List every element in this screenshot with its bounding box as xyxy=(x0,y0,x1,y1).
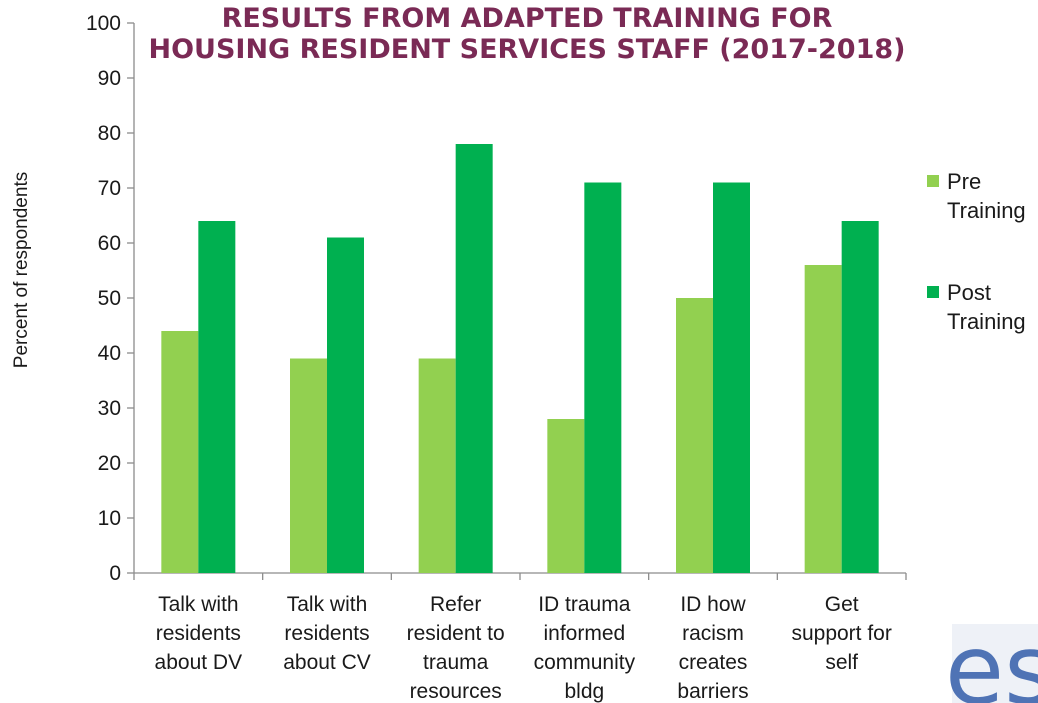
logo-text: es xyxy=(945,614,1038,703)
y-tick-label: 50 xyxy=(98,287,121,310)
logo: es xyxy=(945,614,1038,703)
x-axis: Talk with residents about DV Talk with resid… xyxy=(133,572,907,703)
y-tick-label: 100 xyxy=(86,12,121,35)
bar-pre-training xyxy=(676,298,713,573)
legend-label: Post Training xyxy=(947,280,1026,334)
bar-post-training xyxy=(198,221,236,573)
chart-title-line: RESULTS FROM ADAPTED TRAINING FOR xyxy=(222,3,833,34)
legend-swatch xyxy=(927,286,939,298)
bar-post-training xyxy=(713,182,750,573)
y-tick-label: 60 xyxy=(98,232,121,255)
y-tick-label: 20 xyxy=(98,452,121,475)
bar-pre-training xyxy=(804,265,842,573)
bar-post-training xyxy=(584,182,622,573)
y-tick-label: 80 xyxy=(98,122,121,145)
bar-post-training xyxy=(455,144,493,573)
y-tick-label: 40 xyxy=(98,342,121,365)
x-tick-label: Refer resident to trauma resources xyxy=(407,593,505,703)
legend: Pre Training Post Training xyxy=(927,169,1026,334)
bar-post-training xyxy=(327,237,364,573)
bar-post-training xyxy=(841,221,879,573)
bars xyxy=(161,144,879,573)
x-tick-label: Get support for self xyxy=(791,593,891,674)
logo-background xyxy=(952,624,1038,703)
y-tick-label: 30 xyxy=(98,397,121,420)
x-tick-label: Talk with residents about DV xyxy=(155,593,243,674)
y-axis-label: Percent of respondents xyxy=(11,172,32,368)
bar-pre-training xyxy=(418,358,456,573)
y-tick-label: 10 xyxy=(98,507,121,530)
legend-swatch xyxy=(927,175,939,187)
x-tick-label: ID trauma informed community bldg xyxy=(534,593,636,703)
y-tick-label: 0 xyxy=(109,562,121,585)
x-tick-label: Talk with residents about CV xyxy=(283,593,371,674)
chart-title: RESULTS FROM ADAPTED TRAINING FORHOUSING… xyxy=(149,3,906,65)
bar-pre-training xyxy=(547,419,585,573)
y-tick-label: 90 xyxy=(98,67,121,90)
y-tick-label: 70 xyxy=(98,177,121,200)
y-axis: 0 10 20 30 40 50 60 70 80 90 100 xyxy=(86,12,135,585)
chart-title-line: HOUSING RESIDENT SERVICES STAFF (2017-20… xyxy=(149,34,906,65)
x-tick-label: ID how racism creates barriers xyxy=(677,593,748,703)
legend-label: Pre Training xyxy=(947,169,1026,223)
bar-pre-training xyxy=(290,358,327,573)
bar-pre-training xyxy=(161,331,199,573)
